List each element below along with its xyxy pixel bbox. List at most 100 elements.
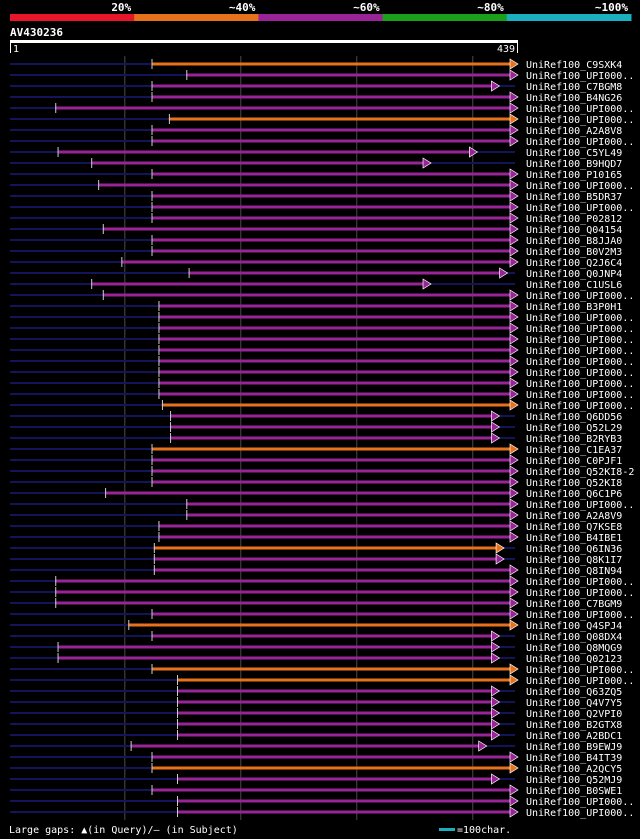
hit-label[interactable]: UniRef100_UPI000.. [526, 610, 634, 621]
hit-row[interactable]: UniRef100_Q8MQG9 [10, 641, 622, 654]
hit-row[interactable]: UniRef100_UPI000.. [10, 377, 634, 390]
hit-row[interactable]: UniRef100_B2RYB3 [10, 432, 622, 445]
hit-row[interactable]: UniRef100_Q7KSE8 [10, 520, 622, 533]
hit-row[interactable]: UniRef100_UPI000.. [10, 355, 634, 368]
hit-label[interactable]: UniRef100_B9HQD7 [526, 159, 622, 170]
hit-label[interactable]: UniRef100_B9EWJ9 [526, 742, 622, 753]
hit-row[interactable]: UniRef100_C7BGM9 [10, 597, 622, 610]
hit-label[interactable]: UniRef100_Q4SPJ4 [526, 621, 622, 632]
hit-label[interactable]: UniRef100_Q8K1I7 [526, 555, 622, 566]
hit-label[interactable]: UniRef100_UPI000.. [526, 500, 634, 511]
hit-label[interactable]: UniRef100_UPI000.. [526, 808, 634, 819]
hit-row[interactable]: UniRef100_Q02123 [10, 652, 622, 665]
hit-row[interactable]: UniRef100_Q52L29 [10, 421, 622, 434]
hit-row[interactable]: UniRef100_UPI000.. [10, 806, 634, 819]
hit-row[interactable]: UniRef100_B4IBE1 [10, 531, 622, 544]
hit-label[interactable]: UniRef100_Q6C1P6 [526, 489, 622, 500]
hit-label[interactable]: UniRef100_Q8MQG9 [526, 643, 622, 654]
hit-row[interactable]: UniRef100_UPI000.. [10, 575, 634, 588]
hit-label[interactable]: UniRef100_C5YL49 [526, 148, 622, 159]
hit-label[interactable]: UniRef100_UPI000.. [526, 357, 634, 368]
hit-row[interactable]: UniRef100_A2BDC1 [10, 729, 622, 742]
hit-label[interactable]: UniRef100_P02812 [526, 214, 622, 225]
hit-label[interactable]: UniRef100_Q52KI8-2 [526, 467, 634, 478]
hit-label[interactable]: UniRef100_Q2VPI0 [526, 709, 622, 720]
hit-row[interactable]: UniRef100_B0V2M3 [10, 245, 622, 258]
hit-label[interactable]: UniRef100_UPI000.. [526, 71, 634, 82]
hit-label[interactable]: UniRef100_UPI000.. [526, 181, 634, 192]
hit-row[interactable]: UniRef100_Q4SPJ4 [10, 619, 622, 632]
hit-label[interactable]: UniRef100_UPI000.. [526, 335, 634, 346]
hit-label[interactable]: UniRef100_UPI000.. [526, 291, 634, 302]
hit-label[interactable]: UniRef100_Q2J6C4 [526, 258, 622, 269]
hit-label[interactable]: UniRef100_B8JJA0 [526, 236, 622, 247]
hit-row[interactable]: UniRef100_Q8K1I7 [10, 553, 622, 566]
hit-row[interactable]: UniRef100_B3P0H1 [10, 300, 622, 313]
hit-label[interactable]: UniRef100_C7BGM8 [526, 82, 622, 93]
hit-label[interactable]: UniRef100_UPI000.. [526, 577, 634, 588]
hit-label[interactable]: UniRef100_UPI000.. [526, 797, 634, 808]
hit-row[interactable]: UniRef100_B5DR37 [10, 190, 622, 203]
hit-label[interactable]: UniRef100_UPI000.. [526, 137, 634, 148]
hit-label[interactable]: UniRef100_UPI000.. [526, 368, 634, 379]
hit-row[interactable]: UniRef100_B9HQD7 [10, 157, 622, 170]
hit-label[interactable]: UniRef100_Q4V7Y5 [526, 698, 622, 709]
hit-label[interactable]: UniRef100_Q6DD56 [526, 412, 622, 423]
hit-label[interactable]: UniRef100_B3P0H1 [526, 302, 622, 313]
hit-row[interactable]: UniRef100_UPI000.. [10, 113, 634, 126]
hit-label[interactable]: UniRef100_UPI000.. [526, 676, 634, 687]
hit-row[interactable]: UniRef100_UPI000.. [10, 333, 634, 346]
hit-label[interactable]: UniRef100_Q6IN36 [526, 544, 622, 555]
hit-row[interactable]: UniRef100_P02812 [10, 212, 622, 225]
hit-row[interactable]: UniRef100_UPI000.. [10, 344, 634, 357]
hit-row[interactable]: UniRef100_Q6C1P6 [10, 487, 622, 500]
hit-row[interactable]: UniRef100_UPI000.. [10, 179, 634, 192]
hit-label[interactable]: UniRef100_C7BGM9 [526, 599, 622, 610]
hit-row[interactable]: UniRef100_Q6IN36 [10, 542, 622, 555]
hit-label[interactable]: UniRef100_Q52MJ9 [526, 775, 622, 786]
hit-label[interactable]: UniRef100_Q0JNP4 [526, 269, 622, 280]
hit-row[interactable]: UniRef100_UPI000.. [10, 795, 634, 808]
hit-row[interactable]: UniRef100_B4NG26 [10, 91, 622, 104]
hit-label[interactable]: UniRef100_C0PJF1 [526, 456, 622, 467]
hit-label[interactable]: UniRef100_A2BDC1 [526, 731, 622, 742]
hit-label[interactable]: UniRef100_UPI000.. [526, 203, 634, 214]
hit-row[interactable]: UniRef100_B9EWJ9 [10, 740, 622, 753]
hit-row[interactable]: UniRef100_UPI000.. [10, 399, 634, 412]
hit-label[interactable]: UniRef100_UPI000.. [526, 401, 634, 412]
hit-label[interactable]: UniRef100_A2QCY5 [526, 764, 622, 775]
hit-row[interactable]: UniRef100_Q63ZQ5 [10, 685, 622, 698]
hit-row[interactable]: UniRef100_Q2J6C4 [10, 256, 622, 269]
hit-label[interactable]: UniRef100_UPI000.. [526, 324, 634, 335]
hit-label[interactable]: UniRef100_Q02123 [526, 654, 622, 665]
hit-row[interactable]: UniRef100_UPI000.. [10, 388, 634, 401]
hit-label[interactable]: UniRef100_B0SWE1 [526, 786, 622, 797]
hit-row[interactable]: UniRef100_C0PJF1 [10, 454, 622, 467]
hit-row[interactable]: UniRef100_C5YL49 [10, 146, 622, 159]
hit-row[interactable]: UniRef100_B0SWE1 [10, 784, 622, 797]
hit-label[interactable]: UniRef100_UPI000.. [526, 115, 634, 126]
hit-label[interactable]: UniRef100_B4IBE1 [526, 533, 622, 544]
hit-row[interactable]: UniRef100_P10165 [10, 168, 622, 181]
hit-label[interactable]: UniRef100_UPI000.. [526, 346, 634, 357]
hit-row[interactable]: UniRef100_Q4V7Y5 [10, 696, 622, 709]
hit-label[interactable]: UniRef100_Q52KI8 [526, 478, 622, 489]
hit-label[interactable]: UniRef100_A2A8V9 [526, 511, 622, 522]
hit-label[interactable]: UniRef100_B2GTX8 [526, 720, 622, 731]
hit-row[interactable]: UniRef100_Q52KI8 [10, 476, 622, 489]
hit-label[interactable]: UniRef100_Q7KSE8 [526, 522, 622, 533]
hit-label[interactable]: UniRef100_B2RYB3 [526, 434, 622, 445]
hit-label[interactable]: UniRef100_UPI000.. [526, 588, 634, 599]
hit-label[interactable]: UniRef100_B4IT39 [526, 753, 622, 764]
hit-row[interactable]: UniRef100_UPI000.. [10, 289, 634, 302]
hit-label[interactable]: UniRef100_A2A8V8 [526, 126, 622, 137]
hit-row[interactable]: UniRef100_A2A8V9 [10, 509, 622, 522]
hit-label[interactable]: UniRef100_UPI000.. [526, 313, 634, 324]
hit-row[interactable]: UniRef100_C9SXK4 [10, 58, 622, 71]
hit-label[interactable]: UniRef100_P10165 [526, 170, 622, 181]
hit-label[interactable]: UniRef100_UPI000.. [526, 379, 634, 390]
hit-row[interactable]: UniRef100_UPI000.. [10, 102, 634, 115]
hit-label[interactable]: UniRef100_UPI000.. [526, 104, 634, 115]
hit-row[interactable]: UniRef100_UPI000.. [10, 663, 634, 676]
hit-row[interactable]: UniRef100_C1USL6 [10, 278, 622, 291]
